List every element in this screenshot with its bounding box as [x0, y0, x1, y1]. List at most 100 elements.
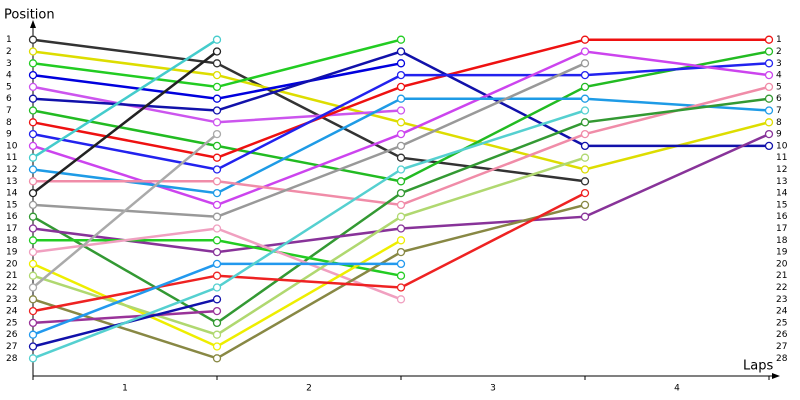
y-tick-label-right: 15 — [776, 200, 787, 210]
y-tick-label-right: 3 — [776, 59, 782, 69]
y-tick-label: 23 — [6, 295, 17, 305]
point — [396, 259, 406, 269]
y-tick-label-right: 22 — [776, 283, 787, 293]
x-tick-label: 4 — [674, 384, 680, 394]
point — [28, 118, 38, 127]
x-tick-label: 1 — [122, 384, 128, 394]
point — [212, 177, 222, 186]
y-tick-label: 11 — [6, 153, 17, 163]
y-tick-label: 9 — [6, 130, 12, 140]
point — [28, 35, 38, 44]
point — [580, 94, 590, 103]
point — [28, 295, 38, 304]
point — [764, 35, 774, 44]
point — [580, 200, 590, 210]
point — [212, 129, 222, 139]
point — [212, 295, 222, 304]
point — [212, 106, 222, 115]
point — [28, 212, 38, 221]
point — [212, 259, 222, 269]
point — [28, 354, 38, 363]
y-tick-label: 25 — [6, 318, 17, 328]
y-axis-arrow — [30, 20, 36, 28]
y-tick-label: 17 — [6, 224, 17, 234]
point — [580, 177, 590, 186]
y-tick-label-right: 13 — [776, 177, 787, 187]
point — [28, 283, 38, 292]
point — [396, 295, 406, 304]
y-tick-label-right: 7 — [776, 106, 782, 116]
point — [28, 200, 38, 210]
series-line — [32, 156, 586, 337]
point — [28, 306, 38, 316]
y-tick-label-right: 24 — [776, 307, 788, 317]
y-tick-label-right: 20 — [776, 259, 788, 269]
point — [580, 59, 590, 68]
point — [580, 129, 590, 139]
y-tick-label-right: 19 — [776, 248, 788, 258]
y-tick-label-right: 9 — [776, 130, 782, 140]
point — [212, 35, 222, 44]
series-line — [32, 133, 218, 289]
point — [764, 59, 774, 68]
point — [28, 82, 38, 92]
y-tick-label: 18 — [6, 236, 18, 246]
y-tick-label-right: 5 — [776, 82, 782, 92]
point — [396, 200, 406, 210]
point — [212, 330, 222, 339]
point — [764, 129, 774, 139]
point — [28, 224, 38, 233]
point — [580, 70, 590, 80]
point — [28, 94, 38, 103]
y-tick-label: 22 — [6, 283, 17, 293]
point — [212, 153, 222, 162]
point — [580, 141, 590, 151]
point — [396, 35, 406, 44]
point — [212, 283, 222, 292]
point — [28, 47, 38, 56]
point — [764, 94, 774, 103]
y-tick-label-right: 27 — [776, 342, 787, 352]
point — [580, 118, 590, 127]
y-tick-label: 3 — [6, 59, 12, 69]
point — [396, 70, 406, 80]
y-tick-label-right: 17 — [776, 224, 787, 234]
y-tick-label-right: 8 — [776, 118, 782, 128]
point — [212, 354, 222, 363]
point — [28, 70, 38, 80]
point — [212, 188, 222, 198]
point — [580, 153, 590, 162]
point — [28, 177, 38, 186]
series-line — [32, 203, 586, 360]
point — [212, 306, 222, 316]
point — [212, 212, 222, 221]
point — [396, 177, 406, 186]
x-axis-title: Laps — [743, 359, 773, 374]
point — [396, 106, 406, 115]
point — [212, 200, 222, 210]
point — [212, 70, 222, 80]
point — [212, 94, 222, 103]
point — [28, 165, 38, 174]
y-tick-label: 12 — [6, 165, 17, 175]
y-tick-label: 6 — [6, 94, 12, 104]
y-tick-label-right: 23 — [776, 295, 787, 305]
series-line — [32, 309, 218, 325]
point — [212, 247, 222, 257]
point — [212, 271, 222, 280]
y-tick-label-right: 2 — [776, 47, 782, 57]
point — [28, 271, 38, 280]
point — [396, 82, 406, 92]
y-tick-label-right: 12 — [776, 165, 787, 175]
point — [396, 59, 406, 68]
point — [580, 212, 590, 221]
y-tick-label: 24 — [6, 307, 18, 317]
point — [396, 153, 406, 162]
point — [212, 118, 222, 127]
point — [212, 59, 222, 68]
point — [580, 82, 590, 92]
point — [396, 212, 406, 221]
y-tick-label: 8 — [6, 118, 12, 128]
point — [580, 188, 590, 198]
